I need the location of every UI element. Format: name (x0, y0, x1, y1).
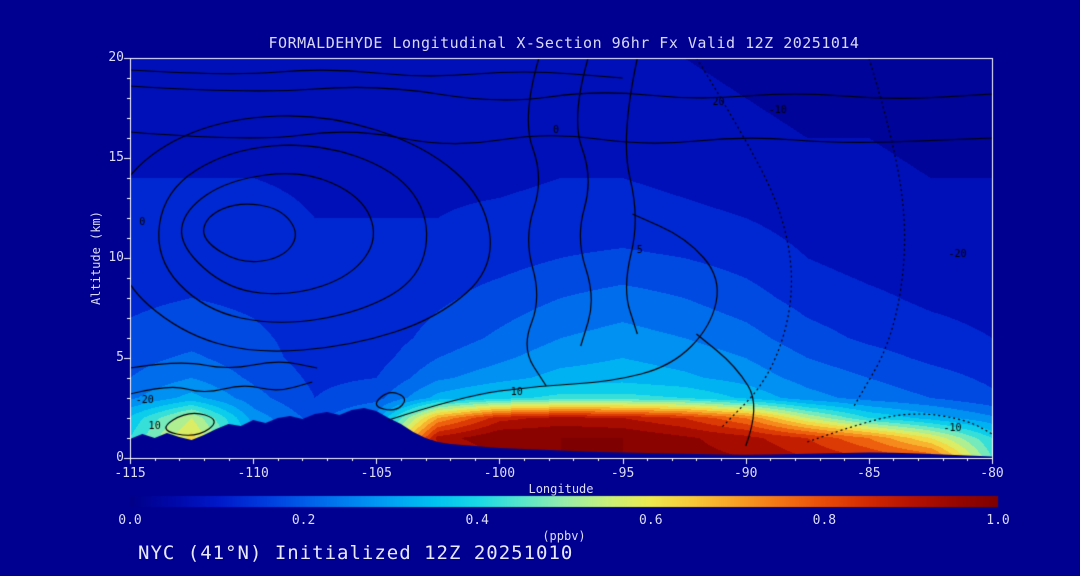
colorbar-units-label: (ppbv) (542, 529, 586, 543)
colorbar-tick-label: 1.0 (986, 513, 1010, 528)
x-tick-label: -110 (237, 466, 269, 481)
colorbar-tick-label: 0.4 (465, 513, 489, 528)
init-info-text: NYC (41°N) Initialized 12Z 20251010 (138, 542, 574, 564)
x-axis-label: Longitude (528, 482, 594, 496)
colorbar-tick-label: 0.8 (812, 513, 837, 528)
chart-title: FORMALDEHYDE Longitudinal X-Section 96hr… (268, 34, 860, 52)
x-tick-label: -115 (114, 466, 146, 481)
y-tick-label: 10 (108, 250, 124, 265)
y-tick-label: 0 (116, 450, 124, 465)
colorbar-tick-label: 0.0 (118, 513, 142, 528)
x-tick-label: -100 (483, 466, 516, 481)
x-tick-label: -95 (610, 466, 635, 481)
x-tick-label: -105 (360, 466, 392, 481)
y-tick-label: 15 (108, 150, 124, 165)
y-tick-label: 5 (116, 350, 124, 365)
y-tick-label: 20 (108, 50, 124, 65)
colorbar-tick-label: 0.6 (639, 513, 663, 528)
x-tick-label: -90 (733, 466, 758, 481)
x-tick-label: -85 (857, 466, 881, 481)
colorbar-tick-label: 0.2 (291, 513, 316, 528)
x-tick-label: -80 (980, 466, 1004, 481)
